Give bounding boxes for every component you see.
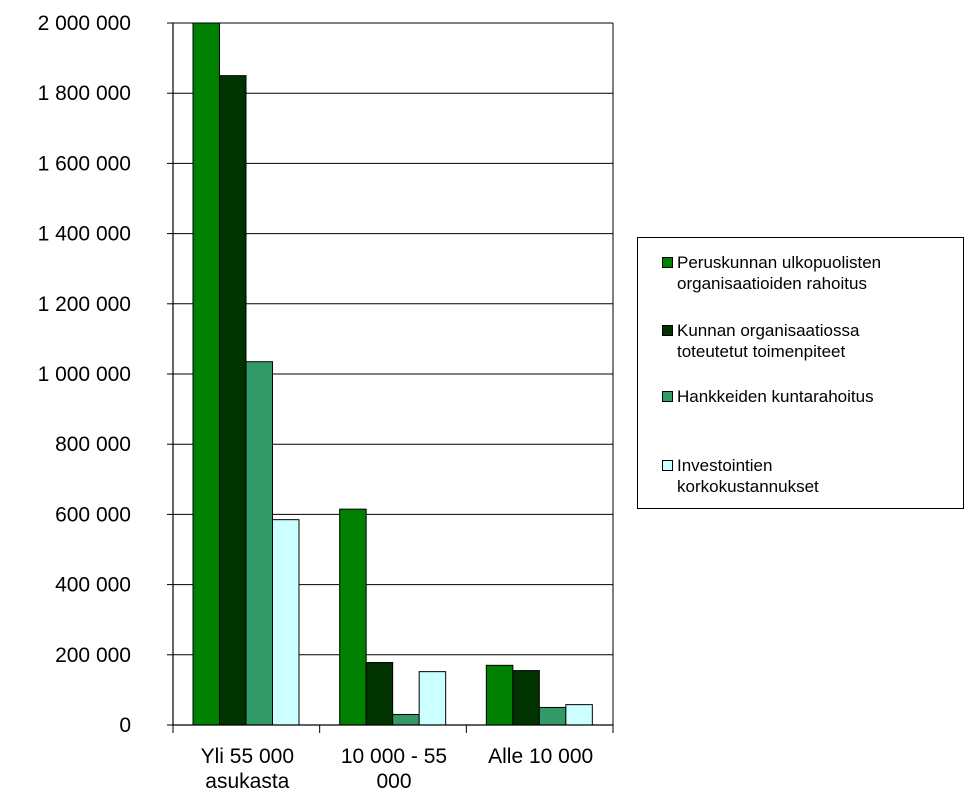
- legend-line: Peruskunnan ulkopuolisten: [677, 253, 882, 272]
- y-tick-label: 2 000 000: [38, 12, 131, 35]
- y-tick-label: 200 000: [55, 644, 131, 667]
- legend-item: Peruskunnan ulkopuolisten organisaatioid…: [662, 252, 957, 294]
- bar: [245, 361, 273, 726]
- legend-line: korkokustannukset: [677, 477, 819, 496]
- y-tick-label: 1 200 000: [38, 293, 131, 316]
- bar: [392, 713, 420, 726]
- legend-line: toteutetut toimenpiteet: [677, 342, 846, 361]
- bar: [565, 704, 593, 726]
- x-category-label: 10 000 - 55: [341, 745, 447, 768]
- y-tick-label: 1 600 000: [38, 152, 131, 175]
- y-tick-label: 1 400 000: [38, 223, 131, 246]
- legend-label: Hankkeiden kuntarahoitus: [677, 386, 957, 407]
- bar: [192, 22, 220, 726]
- legend-item: Investointien korkokustannukset: [662, 455, 957, 497]
- bar: [418, 671, 447, 726]
- bar: [485, 664, 514, 726]
- legend-swatch: [662, 460, 673, 471]
- y-tick-label: 1 800 000: [38, 82, 131, 105]
- legend-label: Kunnan organisaatiossa toteutetut toimen…: [677, 320, 957, 362]
- legend-swatch: [662, 325, 673, 336]
- legend-swatch: [662, 257, 673, 268]
- legend-label: Investointien korkokustannukset: [677, 455, 957, 497]
- legend-line: Kunnan organisaatiossa: [677, 321, 860, 340]
- legend-line: Hankkeiden kuntarahoitus: [677, 387, 874, 406]
- bar: [339, 508, 367, 726]
- y-tick-label: 1 000 000: [38, 363, 131, 386]
- x-category-label: Yli 55 000: [201, 745, 294, 768]
- chart-legend: Peruskunnan ulkopuolisten organisaatioid…: [637, 237, 964, 509]
- bar: [538, 706, 567, 726]
- x-category-label: Alle 10 000: [488, 745, 593, 768]
- bar: [219, 75, 247, 726]
- y-tick-label: 400 000: [55, 574, 131, 597]
- axes: [167, 22, 614, 733]
- bar: [272, 519, 300, 726]
- y-tick-labels: 0 200 000 400 000 600 000 800 000 1 000 000 1 …: [38, 12, 131, 737]
- legend-line: organisaatioiden rahoitus: [677, 274, 867, 293]
- y-tick-label: 0: [119, 714, 131, 737]
- legend-item: Kunnan organisaatiossa toteutetut toimen…: [662, 320, 957, 362]
- bar: [512, 670, 540, 726]
- x-category-label: asukasta: [205, 770, 289, 793]
- y-tick-label: 600 000: [55, 503, 131, 526]
- bar: [365, 662, 394, 726]
- x-category-label: 000: [376, 770, 411, 793]
- legend-swatch: [662, 391, 673, 402]
- legend-line: Investointien: [677, 456, 773, 475]
- legend-item: Hankkeiden kuntarahoitus: [662, 386, 957, 407]
- y-tick-label: 800 000: [55, 433, 131, 456]
- legend-label: Peruskunnan ulkopuolisten organisaatioid…: [677, 252, 957, 294]
